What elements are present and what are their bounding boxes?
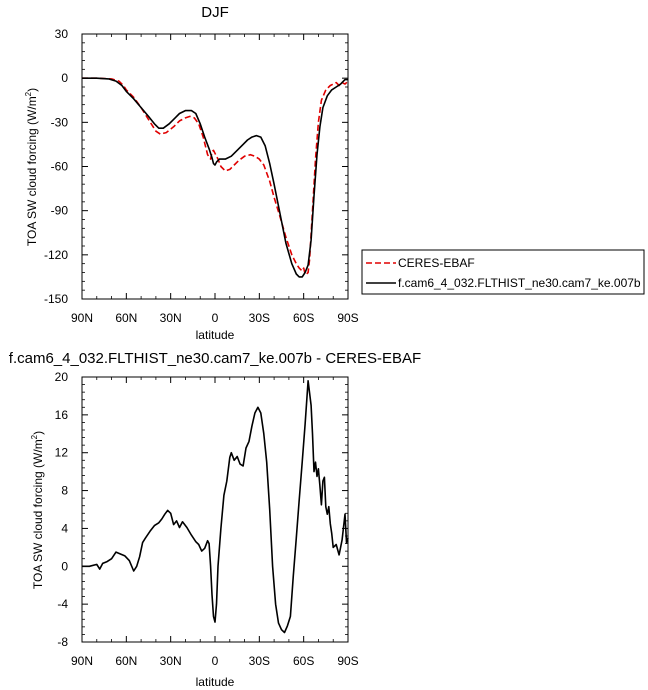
panel-bottom-series [82, 380, 349, 634]
legend-box [361, 249, 645, 295]
y-tick-label: -60 [51, 160, 69, 174]
x-tick-label: 30N [160, 654, 182, 668]
x-tick-label: 60S [293, 654, 314, 668]
x-tick-label: 60S [293, 311, 314, 325]
legend-label-model: f.cam6_4_032.FLTHIST_ne30.cam7_ke.007b [398, 276, 641, 290]
panel-bottom-plot-area [81, 376, 349, 643]
x-tick-label: 30N [160, 311, 182, 325]
x-tick-label: 60N [115, 311, 137, 325]
panel-top-x-ticks: 90N 60N 30N 0 30S 60S 90S [71, 34, 359, 325]
x-tick-label: 0 [212, 311, 219, 325]
y-tick-label: -4 [57, 597, 68, 611]
y-tick-label: 4 [61, 521, 68, 535]
x-tick-label: 90N [71, 654, 93, 668]
series-line-difference [82, 380, 349, 634]
x-tick-label: 90S [337, 654, 358, 668]
panel-top-y-ticks: 30 0 -30 -60 -90 -120 -150 [44, 27, 348, 306]
series-line-ceres-ebaf [82, 77, 349, 275]
panel-bottom-x-axis-label: latitude [196, 675, 235, 689]
y-tick-label: 0 [61, 559, 68, 573]
y-tick-label: -120 [44, 248, 68, 262]
y-tick-label: -8 [57, 635, 68, 649]
panel-top-title: DJF [201, 4, 229, 21]
y-tick-label: 12 [55, 446, 69, 460]
panel-bottom-y-axis-label: TOA SW cloud forcing (W/m2) [30, 431, 45, 589]
y-tick-label: -30 [51, 115, 69, 129]
panel-top-y-axis-label: TOA SW cloud forcing (W/m2) [24, 88, 39, 246]
y-tick-label: -150 [44, 292, 68, 306]
x-tick-label: 90N [71, 311, 93, 325]
y-tick-label: 20 [55, 370, 69, 384]
y-tick-label: 8 [61, 484, 68, 498]
panel-bottom-y-ticks: 20 16 12 8 4 0 -4 -8 [55, 370, 348, 649]
panel-top: DJF 30 0 -30 -60 -90 -120 -150 90N 60N 30N 0 30S 60… [24, 4, 645, 342]
y-tick-label: -90 [51, 204, 69, 218]
x-tick-label: 90S [337, 311, 358, 325]
y-tick-label: 30 [55, 27, 69, 41]
panel-bottom: f.cam6_4_032.FLTHIST_ne30.cam7_ke.007b -… [9, 350, 421, 689]
legend-label-ceres: CERES-EBAF [398, 256, 475, 270]
panel-top-x-axis-label: latitude [196, 328, 235, 342]
x-tick-label: 0 [212, 654, 219, 668]
y-tick-label: 0 [61, 71, 68, 85]
panel-bottom-frame [81, 376, 349, 643]
panel-bottom-x-ticks: 90N 60N 30N 0 30S 60S 90S [71, 377, 359, 668]
series-line-model [82, 77, 348, 278]
y-tick-label: 16 [55, 408, 69, 422]
x-tick-label: 60N [115, 654, 137, 668]
legend: CERES-EBAF f.cam6_4_032.FLTHIST_ne30.cam… [361, 249, 645, 295]
panel-bottom-title: f.cam6_4_032.FLTHIST_ne30.cam7_ke.007b -… [9, 350, 421, 367]
x-tick-label: 30S [249, 311, 270, 325]
x-tick-label: 30S [249, 654, 270, 668]
panel-top-series [82, 77, 349, 278]
